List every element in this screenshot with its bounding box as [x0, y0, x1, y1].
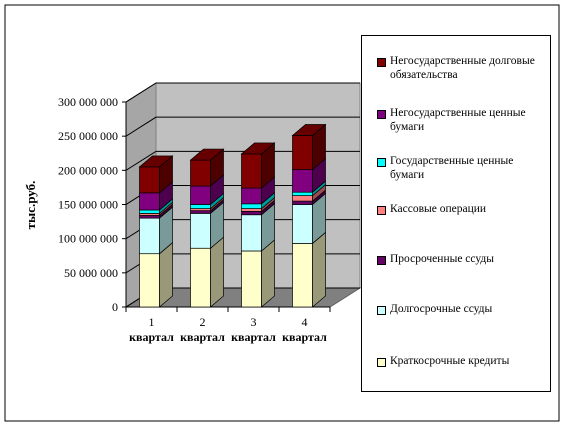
bar-front [241, 208, 262, 212]
bar-top [291, 124, 327, 136]
bar-front [292, 135, 313, 171]
bar-front [292, 204, 313, 244]
legend-item: Просроченные ссуды [377, 252, 547, 266]
bar-segment [292, 157, 326, 193]
bar-side [210, 236, 224, 308]
bar-front [190, 213, 211, 249]
bar-segment [189, 148, 225, 187]
legend-swatch [377, 256, 386, 265]
legend-label: Долгосрочные ссуды [390, 303, 493, 315]
bar-segment [139, 241, 173, 308]
legend-item: Государственные ценные бумаги [377, 154, 547, 182]
x-tick-label: 1 [149, 315, 155, 329]
bar-segment [190, 201, 224, 249]
bar-front [292, 243, 313, 308]
bar-front [292, 191, 313, 196]
bar-segment [241, 239, 275, 308]
legend: Негосударственные долговые обязательства… [361, 35, 551, 392]
legend-swatch [377, 358, 386, 367]
legend-swatch [377, 158, 386, 167]
y-tick-label: 150 000 000 [58, 198, 118, 212]
legend-swatch [377, 58, 386, 67]
gridline-6 [125, 82, 360, 103]
legend-label: Негосударственные ценные бумаги [390, 107, 526, 133]
bar-side [312, 231, 326, 308]
legend-swatch [377, 110, 386, 119]
bar-front [241, 210, 262, 216]
bar-front [139, 192, 160, 211]
legend-label: Краткосрочные кредиты [390, 355, 510, 367]
bars [138, 123, 327, 308]
y-tick-label: 0 [112, 300, 118, 314]
x-tick-label: квартал [282, 330, 327, 344]
bar-top [189, 148, 225, 161]
bar-front [292, 169, 313, 193]
legend-label: Негосударственные долговые обязательства [390, 55, 535, 81]
bar-front [292, 200, 313, 205]
bar-side [261, 239, 275, 308]
x-tick-label: 3 [251, 315, 257, 329]
y-tick-label: 50 000 000 [64, 266, 118, 280]
bar-front [139, 209, 160, 214]
bar-front [190, 159, 211, 187]
y-tick-label: 250 000 000 [58, 129, 118, 143]
legend-swatch [377, 306, 386, 315]
bar-front [241, 214, 262, 252]
bar-front [292, 195, 313, 202]
bar-top [138, 155, 174, 168]
y-tick-labels: 0 50 000 000 100 000 000 150 000 000 200 000… [58, 95, 118, 314]
chart-border [4, 4, 560, 422]
legend-item: Краткосрочные кредиты [377, 354, 547, 368]
y-tick-label: 100 000 000 [58, 232, 118, 246]
bar-segment [241, 202, 275, 252]
bar-segment [138, 155, 174, 194]
gridline-4 [125, 150, 360, 171]
y-axis-label: тыс.руб. [23, 181, 38, 230]
bar-front [241, 250, 262, 308]
bar-front [190, 185, 211, 205]
bar-front [139, 215, 160, 219]
legend-label: Государственные ценные бумаги [390, 155, 514, 181]
bar-front [241, 187, 262, 205]
legend-label: Просроченные ссуды [390, 253, 494, 265]
x-tick-label: 4 [302, 315, 308, 329]
bar-front [190, 210, 211, 214]
bar-top [240, 142, 276, 155]
legend-swatch [377, 206, 386, 215]
bar-front [139, 253, 160, 308]
bar-segment [240, 142, 276, 189]
bar-front [241, 153, 262, 189]
legend-label: Кассовые операции [390, 203, 487, 215]
bar-front [190, 204, 211, 209]
x-tick-label: 2 [200, 315, 206, 329]
y-tick-label: 200 000 000 [58, 163, 118, 177]
legend-item: Негосударственные ценные бумаги [377, 106, 547, 134]
bar-front [139, 166, 160, 194]
bar-front [190, 247, 211, 308]
gridline-5 [125, 116, 360, 137]
bar-segment [139, 181, 173, 211]
x-tick-label: квартал [129, 330, 174, 344]
y-tick-label: 300 000 000 [58, 95, 118, 109]
bar-segment [291, 123, 327, 171]
bar-front [241, 203, 262, 209]
legend-item: Негосударственные долговые обязательства [377, 54, 547, 82]
legend-item: Долгосрочные ссуды [377, 302, 547, 316]
x-tick-label: квартал [180, 330, 225, 344]
bar-front [139, 217, 160, 255]
x-tick-label: квартал [231, 330, 276, 344]
legend-item: Кассовые операции [377, 202, 547, 216]
